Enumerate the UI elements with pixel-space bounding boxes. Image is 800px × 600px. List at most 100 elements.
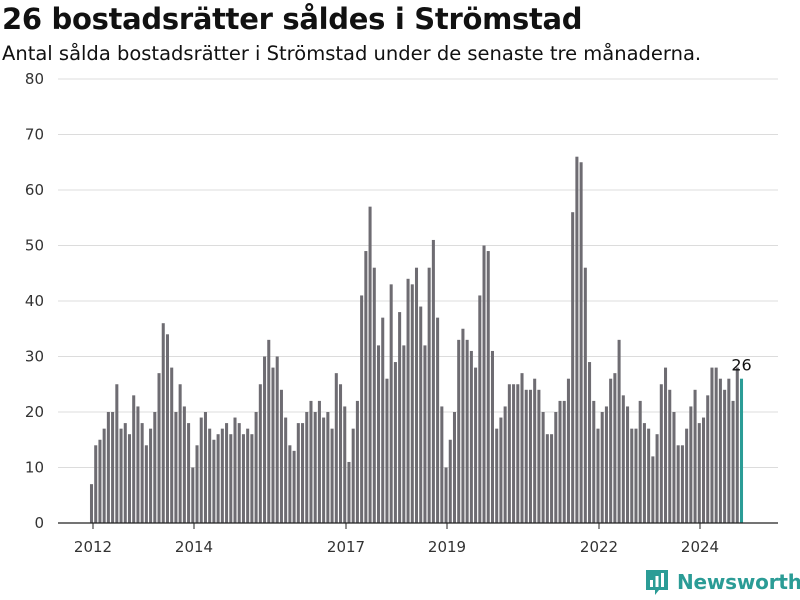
bar <box>220 428 224 523</box>
bar <box>461 328 465 523</box>
y-tick-label: 30 <box>25 348 44 366</box>
bar <box>111 412 115 523</box>
bar <box>718 378 722 523</box>
bar <box>258 384 262 523</box>
bar <box>562 400 566 523</box>
bar <box>735 367 739 523</box>
bar <box>592 400 596 523</box>
bar <box>600 412 604 523</box>
x-tick-label: 2014 <box>175 538 213 556</box>
bar <box>414 267 419 523</box>
bar <box>655 434 659 523</box>
bar <box>246 428 250 523</box>
x-tick-label: 2017 <box>327 538 365 556</box>
bar <box>604 406 608 523</box>
bar <box>241 434 245 523</box>
bar <box>524 389 528 523</box>
bar <box>237 423 241 523</box>
bar <box>389 284 393 523</box>
bar <box>723 389 727 523</box>
bar <box>630 428 634 523</box>
bar <box>469 350 473 523</box>
brand-logo: Newsworthy <box>644 568 800 596</box>
bar <box>191 467 195 523</box>
bar <box>267 339 271 523</box>
bar <box>393 362 397 523</box>
bar <box>710 367 714 523</box>
bar <box>254 412 258 523</box>
bar <box>486 251 490 524</box>
bar <box>731 400 735 523</box>
y-tick-label: 40 <box>25 292 44 310</box>
bar <box>398 312 402 523</box>
bar <box>554 412 558 523</box>
bar <box>490 350 494 523</box>
bar <box>161 323 165 523</box>
bar <box>668 389 672 523</box>
bar <box>714 367 718 523</box>
chart-title: 26 bostadsrätter såldes i Strömstad <box>2 2 583 36</box>
bar <box>617 339 621 523</box>
bar <box>571 212 575 523</box>
bar <box>406 278 410 523</box>
bar <box>621 395 625 523</box>
bar <box>279 389 283 523</box>
bar <box>94 445 98 523</box>
bar <box>368 206 372 523</box>
bar <box>153 412 157 523</box>
bar <box>317 400 321 523</box>
bar <box>588 362 592 523</box>
bar <box>537 389 541 523</box>
bar <box>701 417 706 523</box>
bar <box>431 239 435 523</box>
bar <box>533 378 537 523</box>
bar <box>457 339 461 523</box>
bar <box>495 428 499 523</box>
bar <box>448 439 452 523</box>
bar <box>685 428 689 523</box>
bar <box>178 384 182 523</box>
bar <box>693 389 697 523</box>
bar <box>558 400 562 523</box>
bar <box>376 345 381 523</box>
bar <box>465 339 469 523</box>
bar <box>697 423 701 523</box>
bar <box>89 484 94 523</box>
bar <box>402 345 406 523</box>
bar <box>339 384 343 523</box>
y-axis-ticks: 0 10 20 30 40 50 60 70 80 <box>25 70 44 532</box>
bar <box>106 412 110 523</box>
y-tick-label: 80 <box>25 70 44 88</box>
bar <box>474 367 478 523</box>
bar <box>512 384 516 523</box>
x-tick-label: 2024 <box>681 538 719 556</box>
bar <box>165 334 169 523</box>
x-axis-ticks: 2012 2014 2017 2019 2022 2024 <box>74 523 719 556</box>
bar <box>419 306 423 523</box>
bar <box>250 434 254 523</box>
bar <box>680 445 684 523</box>
bar <box>427 267 431 523</box>
y-tick-label: 70 <box>25 126 44 144</box>
bar <box>440 406 444 523</box>
bar <box>140 423 144 523</box>
bar <box>507 384 511 523</box>
bar <box>229 434 233 523</box>
bar <box>364 251 368 524</box>
bar <box>322 417 326 523</box>
x-tick-label: 2019 <box>428 538 466 556</box>
x-tick-label: 2012 <box>74 538 112 556</box>
y-tick-label: 60 <box>25 181 44 199</box>
bar <box>520 373 524 523</box>
bar <box>444 467 448 523</box>
bar <box>609 378 613 523</box>
x-tick-label: 2022 <box>580 538 618 556</box>
bar <box>208 428 212 523</box>
y-tick-label: 0 <box>34 514 44 532</box>
bar <box>503 406 507 523</box>
brand-name: Newsworthy <box>677 570 800 594</box>
bar <box>170 367 174 523</box>
bar <box>550 434 554 523</box>
bar <box>187 423 191 523</box>
